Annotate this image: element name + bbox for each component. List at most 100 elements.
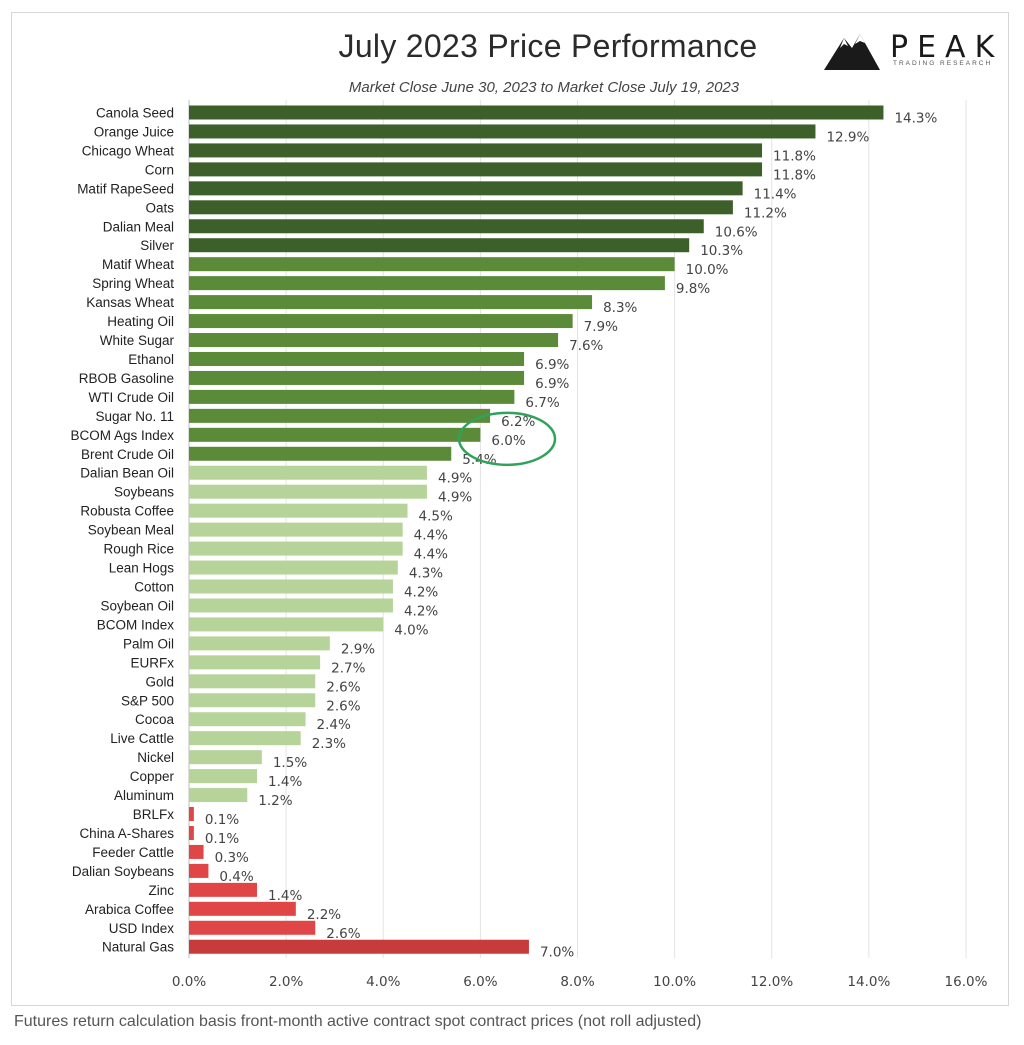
bar bbox=[189, 238, 690, 253]
value-label: 4.3% bbox=[409, 566, 443, 582]
category-label: BRLFx bbox=[133, 807, 175, 822]
value-label: 1.5% bbox=[273, 755, 307, 771]
value-label: 11.4% bbox=[754, 186, 797, 202]
bar bbox=[189, 200, 733, 215]
value-label: 6.9% bbox=[535, 376, 569, 392]
value-label: 4.4% bbox=[414, 547, 448, 563]
category-label: Orange Juice bbox=[94, 124, 174, 139]
category-label: WTI Crude Oil bbox=[88, 390, 174, 405]
bar bbox=[189, 731, 301, 746]
bar bbox=[189, 636, 330, 651]
category-label: Feeder Cattle bbox=[92, 845, 174, 860]
bar bbox=[189, 825, 194, 840]
bar bbox=[189, 484, 427, 499]
bar bbox=[189, 389, 515, 404]
x-tick-label: 10.0% bbox=[653, 974, 696, 990]
value-label: 8.3% bbox=[603, 300, 637, 316]
value-label: 0.1% bbox=[205, 812, 239, 828]
bar bbox=[189, 807, 194, 822]
category-label: BCOM Index bbox=[97, 617, 175, 632]
chart-subtitle: Market Close June 30, 2023 to Market Clo… bbox=[348, 79, 740, 96]
category-label: Chicago Wheat bbox=[82, 143, 175, 158]
value-label: 2.6% bbox=[326, 926, 360, 942]
bar bbox=[189, 465, 427, 480]
value-label: 11.8% bbox=[773, 148, 816, 164]
category-label: Matif RapeSeed bbox=[77, 181, 174, 196]
bar bbox=[189, 333, 559, 348]
x-tick-label: 4.0% bbox=[366, 974, 400, 990]
category-label: Kansas Wheat bbox=[86, 295, 174, 310]
chart-title: July 2023 Price Performance bbox=[338, 28, 758, 64]
bar bbox=[189, 863, 209, 878]
value-label: 11.2% bbox=[744, 205, 787, 221]
value-label: 4.9% bbox=[438, 471, 472, 487]
value-label: 6.2% bbox=[501, 414, 535, 430]
bar bbox=[189, 844, 204, 859]
value-label: 4.2% bbox=[404, 603, 438, 619]
x-tick-label: 0.0% bbox=[172, 974, 206, 990]
x-tick-label: 12.0% bbox=[750, 974, 793, 990]
category-label: Oats bbox=[145, 200, 174, 215]
category-label: Arabica Coffee bbox=[85, 902, 174, 917]
bar bbox=[189, 674, 316, 689]
bar bbox=[189, 655, 321, 670]
value-label: 10.6% bbox=[715, 224, 758, 240]
value-label: 6.9% bbox=[535, 357, 569, 373]
bars bbox=[189, 105, 884, 954]
bar bbox=[189, 370, 525, 385]
category-label: Silver bbox=[140, 238, 174, 253]
category-label: S&P 500 bbox=[121, 693, 174, 708]
category-labels: Canola Seed Orange Juice Chicago Wheat Corn… bbox=[70, 106, 174, 955]
logo-name: PEAK bbox=[890, 30, 1004, 65]
category-label: Soybean Meal bbox=[88, 523, 174, 538]
logo-tagline: TRADING RESEARCH bbox=[893, 60, 993, 67]
bar bbox=[189, 598, 393, 613]
x-tick-label: 8.0% bbox=[560, 974, 594, 990]
bar bbox=[189, 124, 816, 139]
peak-logo-icon bbox=[824, 34, 880, 70]
category-label: Soybean Oil bbox=[100, 598, 174, 613]
bar bbox=[189, 351, 525, 366]
value-label: 10.3% bbox=[700, 243, 743, 259]
category-label: Nickel bbox=[137, 750, 174, 765]
x-tick-label: 16.0% bbox=[945, 974, 988, 990]
bar bbox=[189, 162, 763, 177]
value-label: 11.8% bbox=[773, 167, 816, 183]
value-label: 2.2% bbox=[307, 907, 341, 923]
category-label: BCOM Ags Index bbox=[70, 428, 174, 443]
value-label: 9.8% bbox=[676, 281, 710, 297]
bar bbox=[189, 314, 573, 329]
category-label: Sugar No. 11 bbox=[95, 409, 174, 424]
category-label: Rough Rice bbox=[103, 542, 174, 557]
category-label: Soybeans bbox=[114, 485, 174, 500]
value-label: 0.1% bbox=[205, 831, 239, 847]
highlight-circle bbox=[457, 411, 557, 467]
value-label: 1.4% bbox=[268, 888, 302, 904]
value-label: 7.0% bbox=[540, 945, 574, 961]
bar bbox=[189, 901, 296, 916]
category-label: Spring Wheat bbox=[92, 276, 174, 291]
category-label: Cocoa bbox=[135, 712, 175, 727]
value-label: 4.4% bbox=[414, 528, 448, 544]
bar bbox=[189, 579, 393, 594]
bar bbox=[189, 427, 481, 442]
x-axis-ticks: 0.0% 2.0% 4.0% 6.0% 8.0% 10.0% 12.0% 14.0% 16.0% bbox=[172, 974, 988, 990]
category-label: Corn bbox=[145, 162, 174, 177]
value-label: 10.0% bbox=[686, 262, 729, 278]
bar bbox=[189, 788, 248, 803]
bar bbox=[189, 143, 763, 158]
category-label: White Sugar bbox=[100, 333, 175, 348]
category-label: Ethanol bbox=[128, 352, 174, 367]
bar bbox=[189, 257, 675, 272]
category-label: Dalian Soybeans bbox=[72, 864, 174, 879]
value-label: 2.3% bbox=[312, 736, 346, 752]
value-label: 12.9% bbox=[826, 129, 869, 145]
value-label: 2.6% bbox=[326, 698, 360, 714]
bar bbox=[189, 181, 743, 196]
category-label: Lean Hogs bbox=[109, 561, 175, 576]
footnote: Futures return calculation basis front-m… bbox=[14, 1013, 702, 1030]
bar bbox=[189, 105, 884, 120]
value-label: 2.7% bbox=[331, 660, 365, 676]
bar bbox=[189, 693, 316, 708]
value-label: 4.5% bbox=[419, 509, 453, 525]
